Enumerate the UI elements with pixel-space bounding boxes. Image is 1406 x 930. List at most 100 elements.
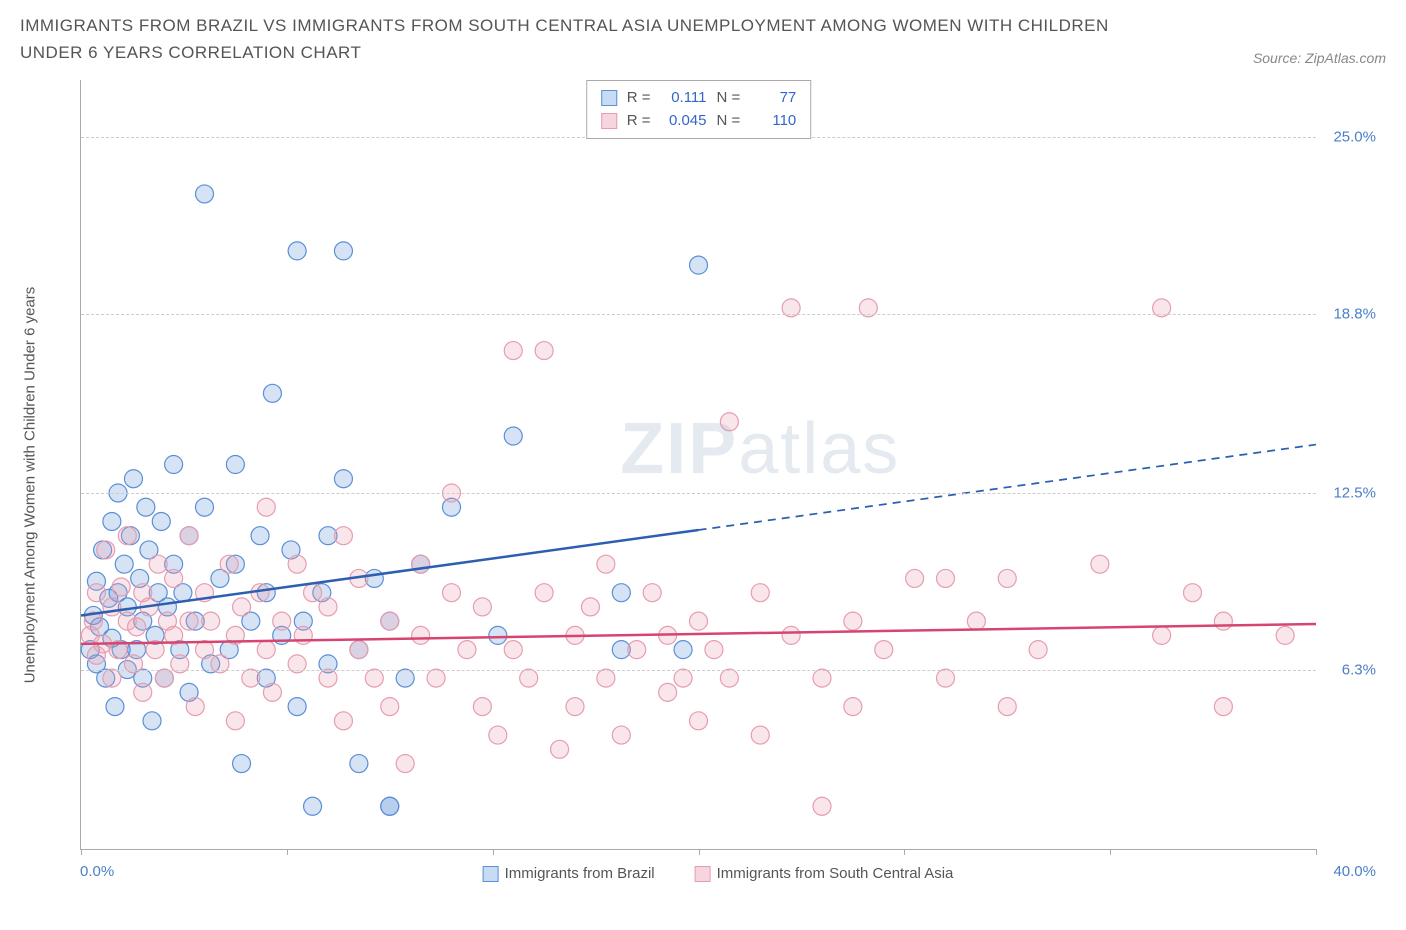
data-point (233, 755, 251, 773)
data-point (381, 698, 399, 716)
stat-r-value: 0.045 (661, 110, 707, 133)
data-point (165, 456, 183, 474)
data-point (844, 612, 862, 630)
data-point (134, 683, 152, 701)
data-point (233, 598, 251, 616)
data-point (186, 698, 204, 716)
data-point (443, 584, 461, 602)
data-point (251, 527, 269, 545)
data-point (196, 498, 214, 516)
data-point (273, 612, 291, 630)
data-point (263, 384, 281, 402)
chart-header: IMMIGRANTS FROM BRAZIL VS IMMIGRANTS FRO… (0, 0, 1406, 70)
x-tick (1110, 849, 1111, 855)
y-axis-label: Unemployment Among Women with Children U… (22, 287, 39, 684)
data-point (427, 669, 445, 687)
regression-line-extrapolated (699, 445, 1317, 530)
data-point (705, 641, 723, 659)
x-tick (287, 849, 288, 855)
data-point (1153, 626, 1171, 644)
x-tick (493, 849, 494, 855)
data-point (690, 612, 708, 630)
stat-r-value: 0.111 (661, 87, 707, 110)
data-point (319, 669, 337, 687)
data-point (137, 498, 155, 516)
data-point (551, 740, 569, 758)
data-point (226, 712, 244, 730)
data-point (720, 413, 738, 431)
data-point (520, 669, 538, 687)
data-point (489, 626, 507, 644)
stat-r-label: R = (627, 110, 651, 133)
stat-n-label: N = (717, 110, 741, 133)
data-point (504, 427, 522, 445)
data-point (350, 641, 368, 659)
stat-n-label: N = (717, 87, 741, 110)
data-point (319, 598, 337, 616)
data-point (115, 555, 133, 573)
data-point (844, 698, 862, 716)
stats-row: R =0.045N =110 (601, 110, 797, 133)
plot-region: ZIPatlas R =0.111N =77R =0.045N =110 6.3… (80, 80, 1316, 850)
data-point (106, 698, 124, 716)
data-point (875, 641, 893, 659)
gridline (81, 493, 1316, 494)
data-point (97, 541, 115, 559)
x-tick (904, 849, 905, 855)
data-point (813, 797, 831, 815)
y-tick-label: 18.8% (1333, 305, 1376, 322)
x-tick (1316, 849, 1317, 855)
data-point (365, 669, 383, 687)
data-point (304, 584, 322, 602)
data-point (381, 797, 399, 815)
gridline (81, 670, 1316, 671)
data-point (196, 641, 214, 659)
data-point (489, 726, 507, 744)
data-point (334, 712, 352, 730)
x-axis-min-label: 0.0% (80, 863, 114, 880)
data-point (458, 641, 476, 659)
legend-swatch (483, 866, 499, 882)
data-point (143, 712, 161, 730)
data-point (967, 612, 985, 630)
data-point (504, 342, 522, 360)
data-point (581, 598, 599, 616)
data-point (1184, 584, 1202, 602)
data-point (690, 256, 708, 274)
data-point (597, 669, 615, 687)
data-point (813, 669, 831, 687)
data-point (782, 626, 800, 644)
stats-row: R =0.111N =77 (601, 87, 797, 110)
data-point (103, 669, 121, 687)
legend-swatch (601, 113, 617, 129)
data-point (396, 755, 414, 773)
data-point (566, 698, 584, 716)
data-point (612, 726, 630, 744)
data-point (473, 598, 491, 616)
stat-n-value: 77 (750, 87, 796, 110)
data-point (165, 569, 183, 587)
data-point (196, 185, 214, 203)
data-point (103, 512, 121, 530)
data-point (155, 669, 173, 687)
gridline (81, 314, 1316, 315)
data-point (334, 527, 352, 545)
data-point (597, 555, 615, 573)
chart-title: IMMIGRANTS FROM BRAZIL VS IMMIGRANTS FRO… (20, 12, 1120, 66)
data-point (751, 726, 769, 744)
y-tick-label: 12.5% (1333, 484, 1376, 501)
data-point (674, 641, 692, 659)
data-point (628, 641, 646, 659)
data-point (118, 527, 136, 545)
data-point (334, 242, 352, 260)
data-point (128, 618, 146, 636)
data-point (998, 698, 1016, 716)
data-point (288, 555, 306, 573)
data-point (1029, 641, 1047, 659)
data-point (1214, 612, 1232, 630)
data-point (202, 612, 220, 630)
data-point (180, 527, 198, 545)
data-point (906, 569, 924, 587)
data-point (504, 641, 522, 659)
legend-item: Immigrants from Brazil (483, 865, 655, 882)
